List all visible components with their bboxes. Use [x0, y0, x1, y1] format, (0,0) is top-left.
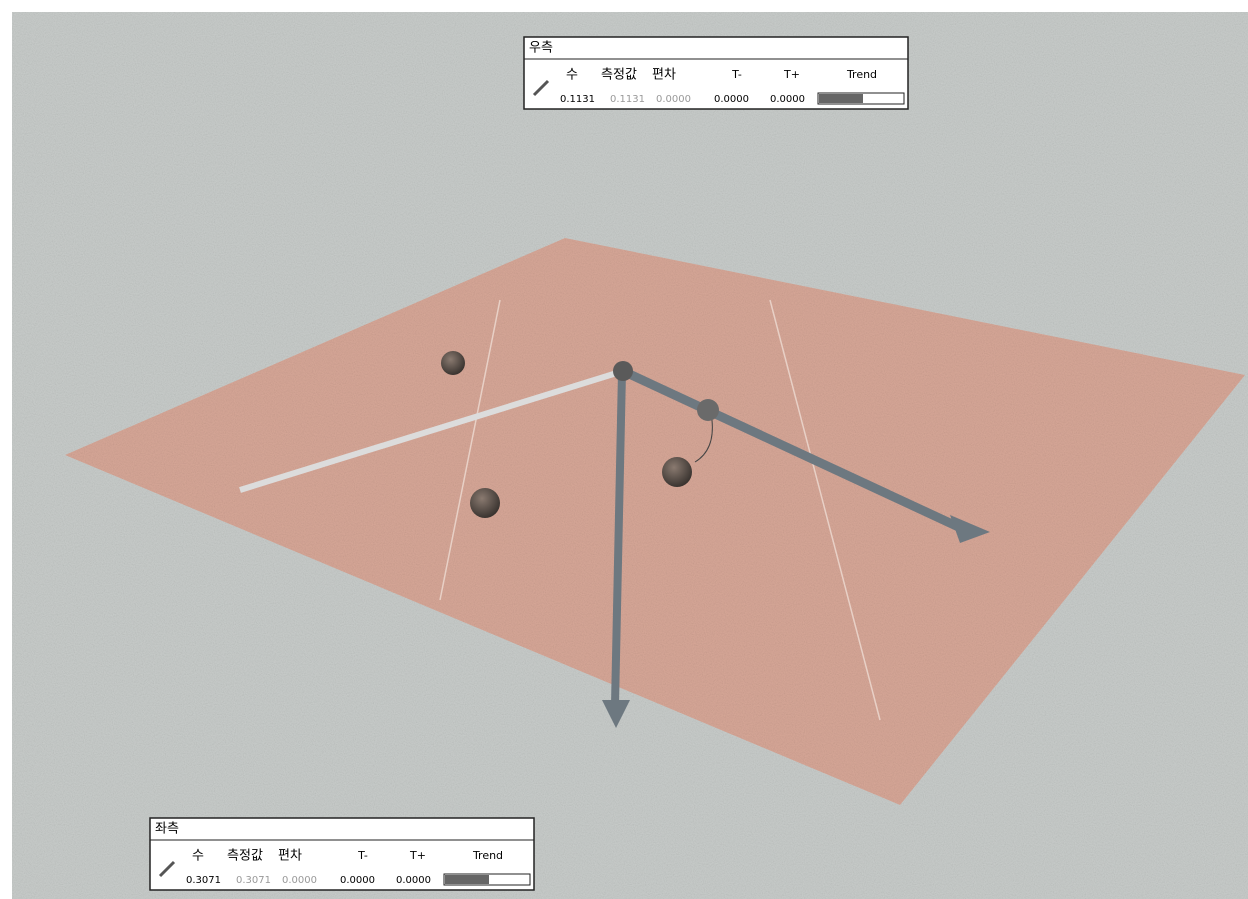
measure-panel: 좌측수 측정값 편차 T- T+ Trend 0.3071 0.3071 0.0000 0.000…	[149, 817, 535, 891]
cell-value: 0.0000	[714, 94, 749, 105]
cell-value: 0.1131	[560, 94, 595, 105]
sphere	[662, 457, 692, 487]
joint	[613, 361, 633, 381]
cell-value: 0.0000	[656, 94, 691, 105]
cell-value: 0.0000	[340, 875, 375, 886]
axis-arrow	[239, 369, 621, 493]
tool-icon	[158, 860, 176, 878]
column-header: 편차	[278, 849, 302, 864]
column-header: 수	[192, 849, 204, 864]
axis-arrow	[623, 367, 967, 535]
axis-arrow	[611, 371, 626, 706]
cell-value: 0.3071	[236, 875, 271, 886]
column-header: T-	[731, 68, 742, 81]
column-header: 수	[566, 68, 578, 83]
connector	[694, 419, 713, 463]
column-header: T+	[783, 68, 800, 81]
joint	[697, 399, 719, 421]
plane-edge	[769, 299, 881, 721]
column-header: 편차	[652, 68, 676, 83]
panel-title: 좌측	[155, 822, 179, 837]
arrow-head	[602, 700, 630, 728]
cell-value: 0.1131	[610, 94, 645, 105]
cell-value: 0.0000	[396, 875, 431, 886]
cell-value: 0.3071	[186, 875, 221, 886]
cell-value: 0.0000	[282, 875, 317, 886]
plane-edge	[439, 299, 501, 601]
column-header: 측정값	[227, 849, 263, 864]
panel-title: 우측	[529, 41, 553, 56]
column-header: Trend	[472, 849, 503, 862]
plane	[65, 238, 1245, 805]
column-header: 측정값	[601, 68, 637, 83]
arrow-head	[950, 515, 990, 543]
column-header: T-	[357, 849, 368, 862]
sphere	[470, 488, 500, 518]
trend-fill	[819, 94, 863, 103]
measure-panel: 우측수 측정값 편차 T- T+ Trend 0.1131 0.1131 0.0000 0.000…	[523, 36, 909, 110]
trend-fill	[445, 875, 489, 884]
tool-icon	[532, 79, 550, 97]
column-header: T+	[409, 849, 426, 862]
sphere	[441, 351, 465, 375]
column-header: Trend	[846, 68, 877, 81]
cell-value: 0.0000	[770, 94, 805, 105]
